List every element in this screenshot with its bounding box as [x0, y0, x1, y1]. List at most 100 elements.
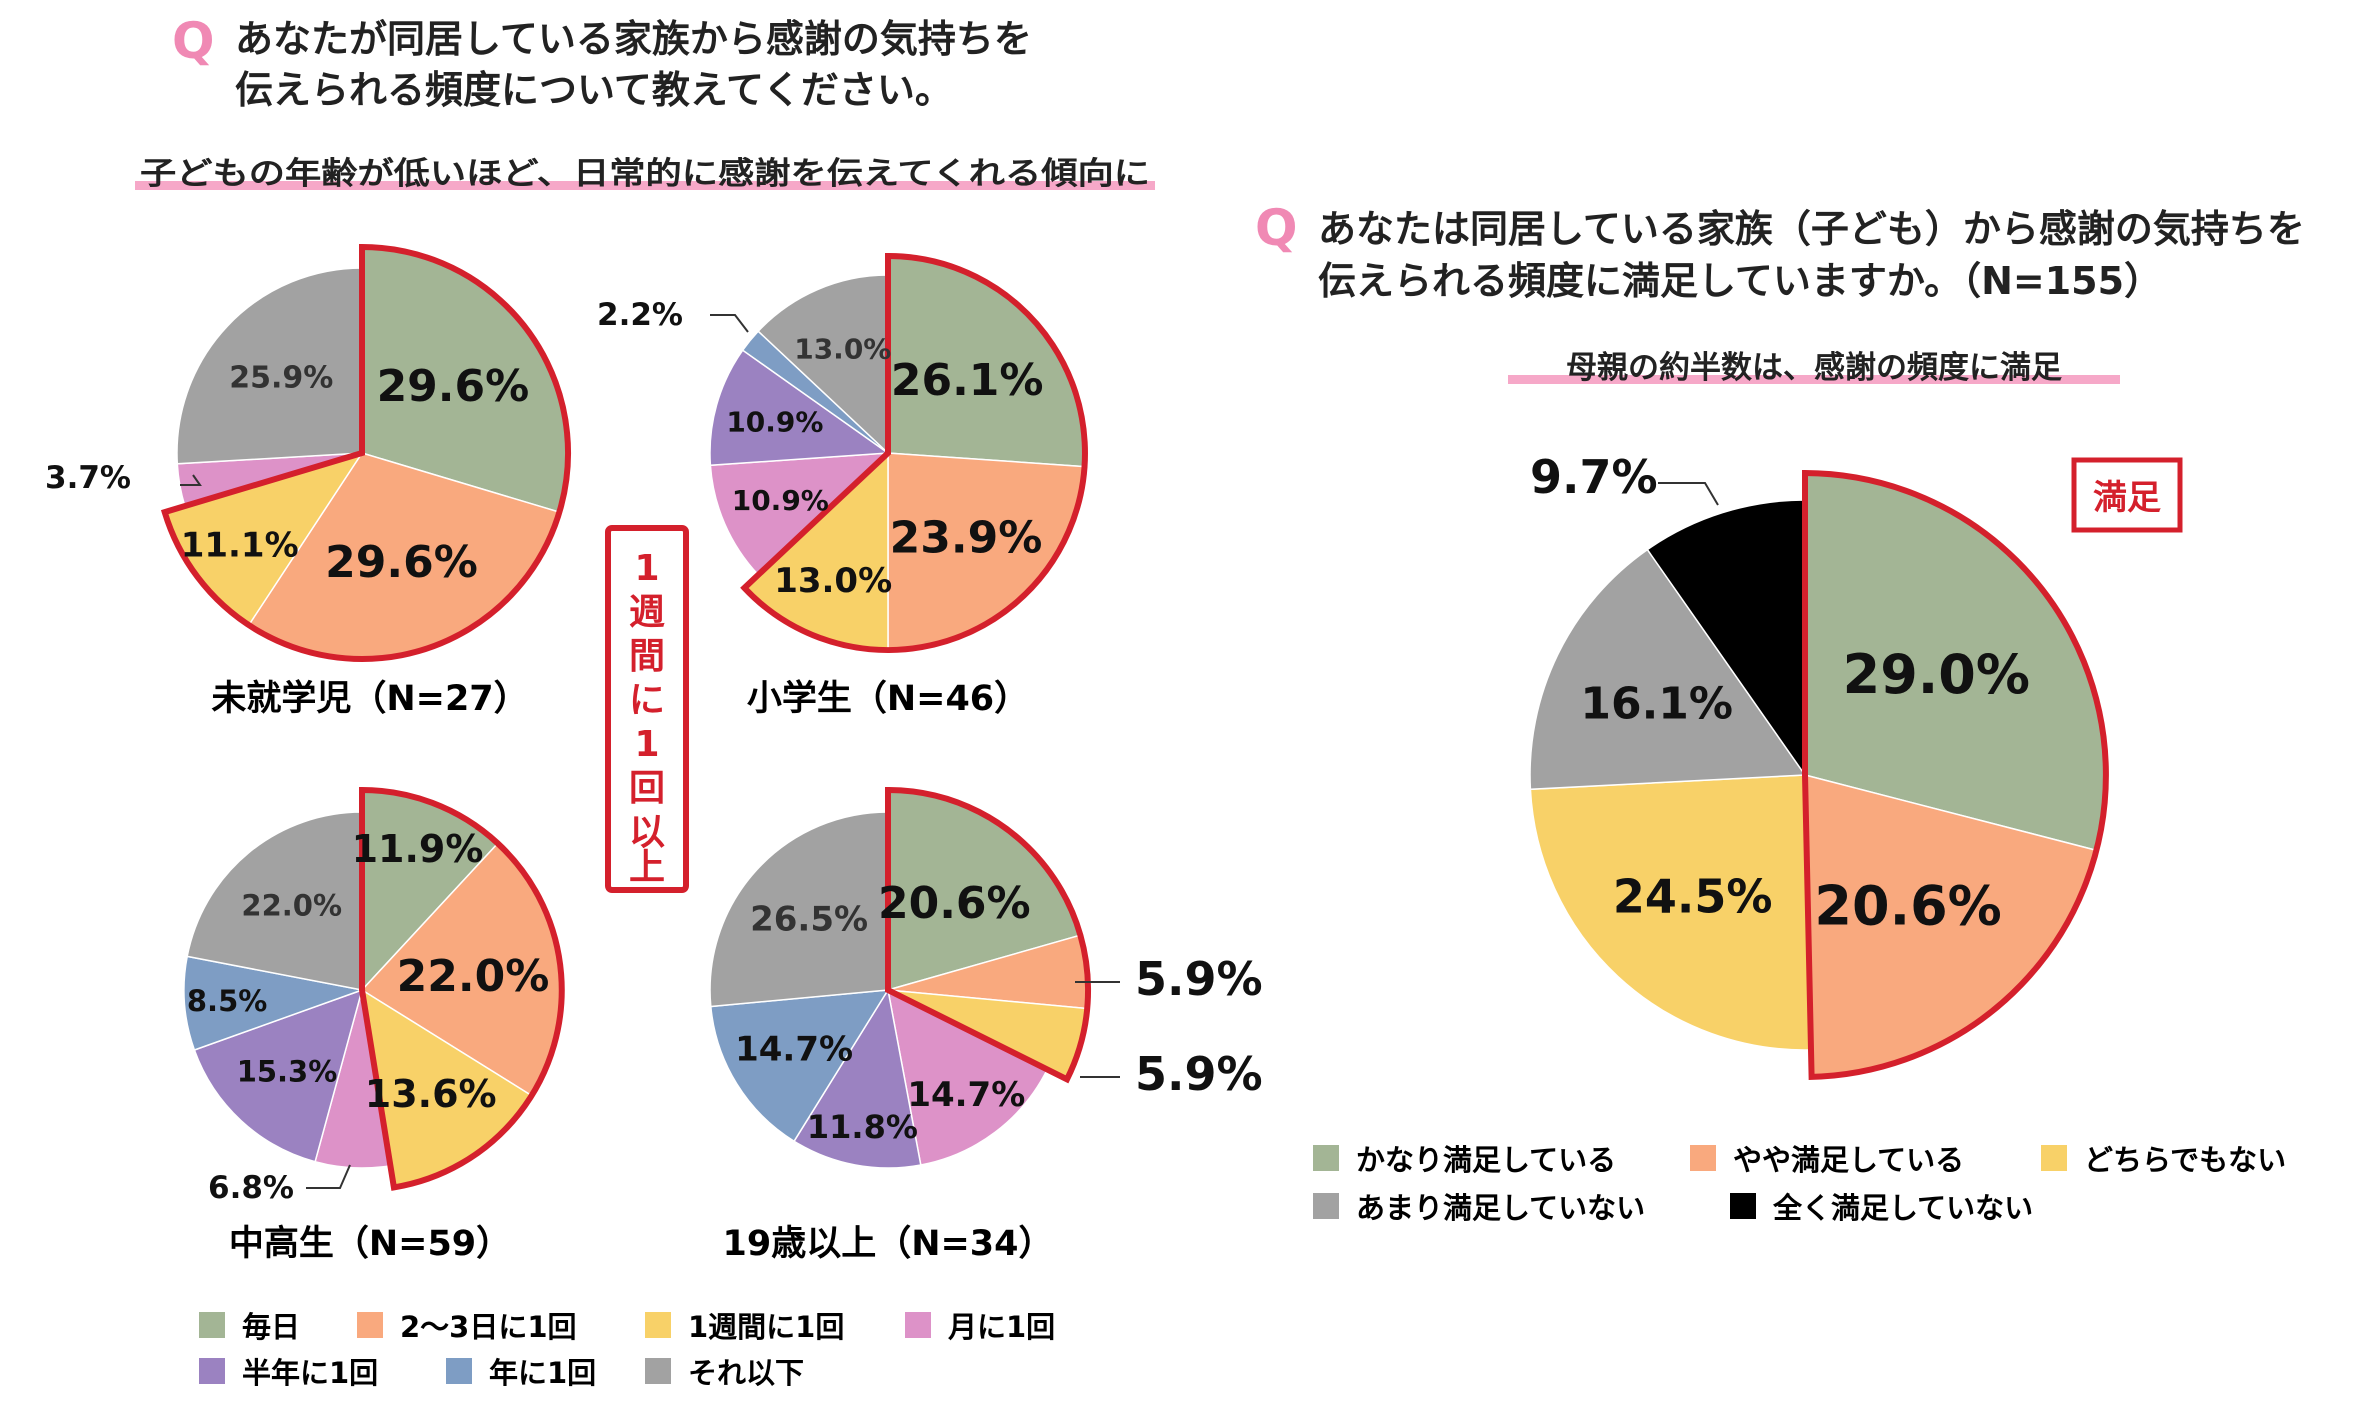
data-label-yearly: 2.2%: [597, 297, 683, 333]
data-label-less: 26.5%: [750, 899, 868, 939]
pie-19-plus: 20.6%14.7%11.8%14.7%26.5%5.9%5.9%: [709, 786, 1263, 1169]
legend-swatch-not-at-all-satisfied: [1730, 1193, 1756, 1219]
pie-slice-yearly: [709, 989, 890, 1143]
legend-label-halfyear: 半年に1回: [242, 1356, 378, 1390]
callout-char: に: [629, 680, 665, 721]
q-mark-left: Q: [172, 12, 215, 70]
right-question-line1: あなたは同居している家族（子ども）から感謝の気持ちを: [1318, 207, 2305, 251]
leader-line: [1658, 482, 1719, 506]
pie-slice-less: [176, 267, 363, 465]
pie-preschool: 29.6% 29.6% 11.1% 25.9% 3.7%: [45, 243, 571, 662]
data-label-monthly: 14.7%: [907, 1075, 1025, 1115]
data-label-yearly: 14.7%: [735, 1029, 853, 1069]
data-label-halfyear: 10.9%: [726, 405, 823, 438]
left-question-line2: 伝えられる頻度について教えてください。: [235, 68, 953, 112]
legend-satisfaction: かなり満足している やや満足している どちらでもない あまり満足していない 全く…: [1313, 1143, 2286, 1225]
legend-label-weekly: 1週間に1回: [688, 1310, 844, 1344]
legend-swatch-somewhat-satisfied: [1690, 1145, 1716, 1171]
pie-title-elementary: 小学生（N=46）: [747, 678, 1029, 719]
pie-satisfaction: 29.0% 20.6% 24.5% 16.1% 9.7%: [1529, 450, 2109, 1080]
legend-swatch-halfyear: [199, 1358, 225, 1384]
data-label-monthly: 10.9%: [732, 484, 829, 517]
data-label-daily: 26.1%: [891, 355, 1044, 406]
pie-slice-monthly: [886, 988, 1049, 1166]
highlight-outline: [740, 252, 1088, 653]
right-subtitle: 母親の約半数は、感謝の頻度に満足: [1566, 350, 2062, 386]
data-label-weekly: 5.9%: [1135, 1047, 1263, 1101]
legend-swatch-not-very-satisfied: [1313, 1193, 1339, 1219]
callout-char: 週: [629, 592, 665, 633]
leader-line: [180, 474, 202, 486]
pie-slice-not_very_satisfied: [1529, 548, 1807, 791]
callout-char: 上: [629, 847, 665, 888]
callout-char: 以: [629, 812, 665, 853]
legend-frequency: 毎日 2～3日に1回 1週間に1回 月に1回 半年に1回 年に1回 それ以下: [199, 1310, 1055, 1390]
legend-swatch-daily: [199, 1312, 225, 1338]
right-subtitle-underline: [1508, 375, 2120, 384]
legend-label-very-satisfied: かなり満足している: [1356, 1143, 1616, 1177]
data-label-daily: 20.6%: [878, 878, 1031, 929]
left-question-line1: あなたが同居している家族から感謝の気持ちを: [235, 17, 1032, 61]
pie-slice-less: [186, 811, 363, 991]
pie-slice-less: [757, 274, 889, 455]
legend-swatch-twothree: [357, 1312, 383, 1338]
data-label-very_satisfied: 29.0%: [1843, 643, 2030, 706]
legend-swatch-neither: [2041, 1145, 2067, 1171]
legend-swatch-very-satisfied: [1313, 1145, 1339, 1171]
highlight-outline: [885, 786, 1092, 1084]
pie-slice-monthly: [709, 452, 891, 576]
highlight-outline: [359, 786, 565, 1191]
pie-slice-yearly: [183, 955, 365, 1051]
pie-slice-less: [709, 811, 889, 1008]
legend-label-twothree: 2～3日に1回: [400, 1310, 577, 1344]
data-label-twothree: 5.9%: [1135, 952, 1263, 1006]
legend-label-monthly: 月に1回: [947, 1310, 1055, 1344]
callout-char: 1: [634, 548, 659, 589]
pie-title-middle-high: 中高生（N=59）: [229, 1224, 511, 1264]
data-label-twothree: 29.6%: [325, 537, 478, 588]
highlight-outline: [160, 243, 571, 662]
data-label-weekly: 13.0%: [774, 561, 892, 601]
legend-swatch-monthly: [905, 1312, 931, 1338]
legend-swatch-weekly: [645, 1312, 671, 1338]
pie-elementary: 26.1%23.9%13.0%10.9%10.9%13.0%2.2%: [597, 252, 1088, 653]
leader-line: [710, 314, 749, 333]
callout-char: 間: [629, 636, 665, 677]
data-label-weekly: 13.6%: [365, 1072, 497, 1116]
right-question-line2: 伝えられる頻度に満足していますか。（N=155）: [1318, 259, 2162, 303]
legend-label-somewhat-satisfied: やや満足している: [1733, 1143, 1964, 1177]
data-label-daily: 11.9%: [352, 827, 484, 871]
leader-line: [306, 1164, 351, 1189]
pie-middle-high: 11.9% 22.0% 13.6% 15.3% 8.5% 22.0% 6.8%: [183, 786, 565, 1206]
pie-slice-halfyear: [193, 988, 364, 1163]
pie-title-19-plus: 19歳以上（N=34）: [722, 1224, 1053, 1264]
data-label-less: 25.9%: [229, 361, 333, 396]
data-label-halfyear: 15.3%: [237, 1054, 338, 1088]
pie-title-preschool: 未就学児（N=27）: [211, 678, 528, 719]
data-label-yearly: 8.5%: [187, 984, 267, 1018]
legend-label-neither: どちらでもない: [2084, 1143, 2286, 1177]
data-label-monthly: 6.8%: [208, 1170, 294, 1206]
data-label-monthly: 3.7%: [45, 460, 131, 496]
data-label-twothree: 22.0%: [397, 951, 550, 1002]
legend-swatch-yearly: [446, 1358, 472, 1384]
data-label-halfyear: 11.8%: [807, 1108, 918, 1146]
highlight-outline: [1802, 469, 2109, 1080]
data-label-weekly: 11.1%: [181, 525, 299, 565]
data-label-twothree: 23.9%: [890, 512, 1043, 563]
left-subtitle-underline: [135, 181, 1155, 190]
left-subtitle: 子どもの年齢が低いほど、日常的に感謝を伝えてくれる傾向に: [140, 156, 1150, 192]
legend-label-yearly: 年に1回: [489, 1356, 596, 1390]
callout-text: 1 週 間 に 1 回 以 上: [629, 548, 665, 888]
legend-label-less: それ以下: [688, 1356, 804, 1390]
data-label-less: 22.0%: [241, 888, 342, 922]
legend-label-not-very-satisfied: あまり満足していない: [1356, 1191, 1645, 1225]
callout-char: 1: [634, 724, 659, 765]
data-label-less: 13.0%: [794, 333, 891, 366]
weekly-or-more-callout: [605, 525, 689, 893]
data-label-somewhat_satisfied: 20.6%: [1814, 875, 2001, 938]
pie-slice-halfyear: [793, 987, 922, 1169]
data-label-not_very_satisfied: 16.1%: [1580, 678, 1733, 729]
satisfied-badge: [2071, 457, 2183, 533]
